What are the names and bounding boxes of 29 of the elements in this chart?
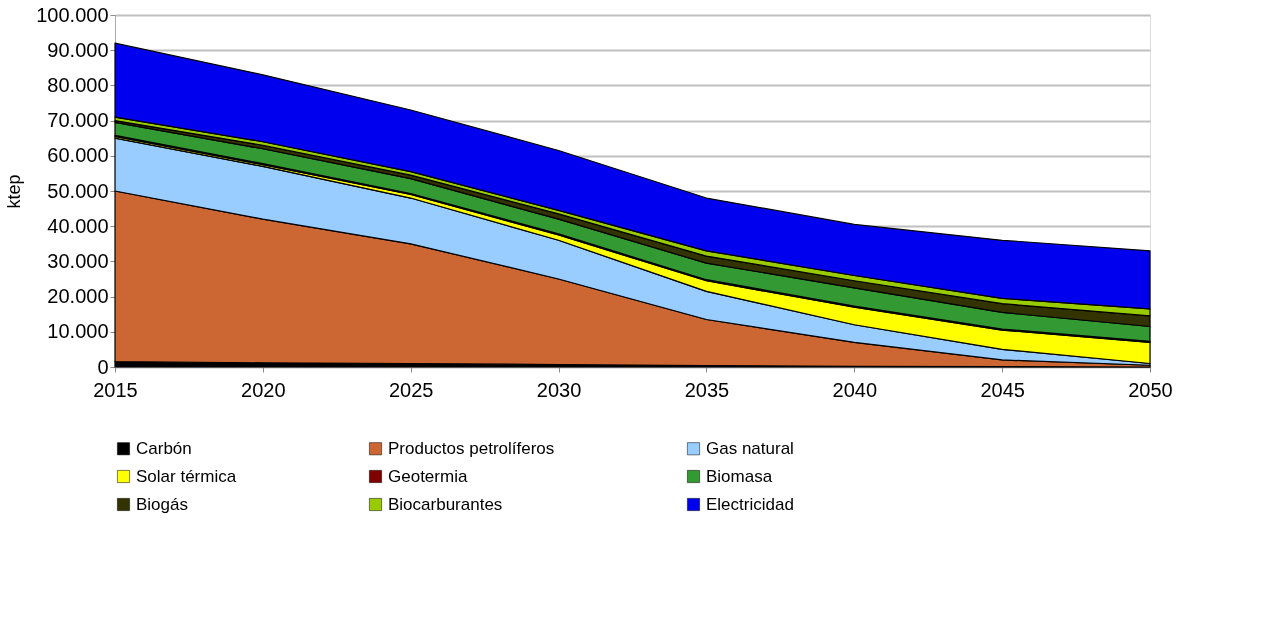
- x-tick-label: 2020: [241, 378, 286, 401]
- x-tick-label: 2030: [536, 378, 582, 401]
- y-tick-label: 60.000: [47, 144, 109, 167]
- legend-label: Electricidad: [706, 494, 794, 514]
- legend-label: Solar térmica: [136, 466, 237, 486]
- y-tick-label: 30.000: [47, 249, 109, 272]
- y-axis-title: ktep: [4, 174, 25, 209]
- x-tick-label: 2015: [93, 378, 138, 401]
- legend-label: Geotermia: [388, 466, 468, 486]
- y-tick-label: 80.000: [47, 73, 109, 96]
- x-tick-label: 2045: [980, 378, 1025, 401]
- y-tick-label: 70.000: [47, 109, 109, 132]
- x-tick-label: 2050: [1128, 378, 1173, 401]
- x-tick-label: 2040: [832, 378, 878, 401]
- y-tick-label: 100.000: [36, 3, 109, 26]
- legend-label: Carbón: [136, 438, 192, 458]
- legend-label: Gas natural: [706, 438, 794, 458]
- legend-label: Biomasa: [706, 466, 773, 486]
- legend-label: Biogás: [136, 494, 188, 514]
- y-tick-label: 90.000: [47, 38, 109, 61]
- y-tick-label: 40.000: [47, 214, 109, 237]
- y-tick-label: 50.000: [47, 179, 109, 202]
- x-tick-label: 2035: [684, 378, 730, 401]
- y-tick-label: 10.000: [47, 320, 109, 343]
- y-tick-label: 0: [97, 355, 109, 378]
- legend-label: Biocarburantes: [388, 494, 503, 514]
- x-tick-label: 2025: [388, 378, 434, 401]
- legend-label: Productos petrolíferos: [388, 438, 555, 458]
- y-tick-label: 20.000: [47, 285, 109, 308]
